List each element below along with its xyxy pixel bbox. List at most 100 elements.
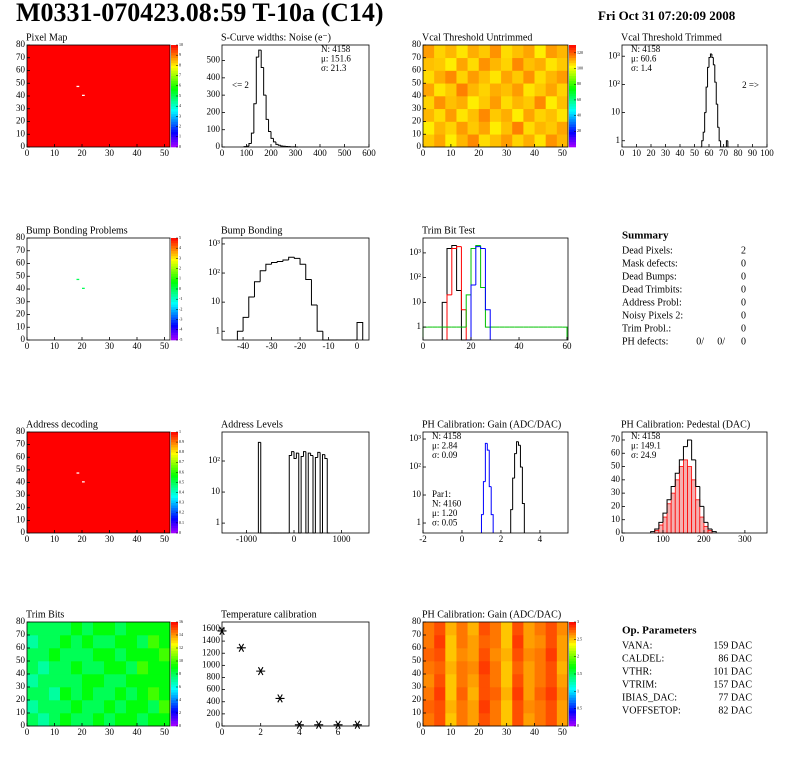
colorbar-segment: [171, 273, 178, 277]
colorbar-segment: [171, 444, 178, 448]
heatmap-cell: [478, 713, 491, 727]
heatmap-cell: [523, 121, 535, 135]
colorbar-segment: [171, 240, 178, 244]
heatmap-cell: [423, 687, 435, 701]
heatmap-cell: [456, 45, 468, 59]
y-tick-label: 1600: [202, 623, 221, 633]
colorbar-segment: [171, 80, 178, 84]
heatmap-cell: [60, 661, 72, 675]
x-tick-label: 40: [133, 148, 143, 158]
histogram-bin: [662, 516, 668, 534]
histogram-bin: [277, 144, 281, 146]
y-tick-label: 10: [412, 296, 422, 306]
chart-title: PH Calibration: Pedestal (DAC): [621, 419, 750, 430]
colorbar-segment: [171, 477, 178, 481]
heatmap-cell: [38, 674, 50, 688]
heatmap-cell: [467, 674, 480, 688]
heatmap-cell: [467, 635, 480, 649]
histogram-bin: [456, 245, 462, 292]
colorbar-segment: [171, 260, 178, 264]
summary-value: 0: [741, 336, 746, 347]
histogram-bin: [460, 246, 467, 311]
colorbar-segment: [171, 439, 178, 443]
heatmap-cell: [104, 713, 116, 727]
heatmap-cell: [27, 622, 39, 636]
colorbar-segment: [171, 45, 178, 48]
heatmap-cell: [49, 622, 61, 636]
heatmap-cell: [478, 45, 491, 59]
heatmap-cell: [489, 108, 502, 122]
y-tick-label: 1: [216, 325, 221, 335]
colorbar-segment: [569, 85, 576, 89]
histogram-bin: [717, 104, 720, 128]
heatmap-cell: [49, 687, 61, 701]
heatmap-cell: [534, 70, 546, 84]
heatmap-cell: [49, 648, 61, 662]
heatmap-cell: [159, 687, 171, 701]
annotation: <= 2: [232, 80, 249, 90]
heatmap-cell: [478, 700, 491, 714]
heatmap-cell: [423, 96, 435, 110]
histogram-bin: [674, 479, 680, 534]
heatmap-cell: [445, 96, 457, 110]
colorbar-segment: [569, 141, 576, 145]
heatmap-cell: [423, 121, 435, 135]
heatmap-cell: [148, 687, 160, 701]
colorbar-tick-label: 0.9: [179, 439, 184, 444]
heatmap-cell: [423, 661, 435, 675]
histogram-bin: [259, 270, 266, 282]
colorbar-tick-label: 3: [179, 113, 181, 118]
colorbar-segment: [171, 629, 178, 633]
colorbar-segment: [569, 650, 576, 654]
parameter-value: 82 DAC: [718, 705, 752, 716]
colorbar-segment: [171, 311, 178, 315]
y-tick-label: 1: [616, 135, 621, 145]
histogram-bin: [250, 132, 254, 144]
colorbar-tick-label: 4: [179, 103, 181, 108]
y-tick-label: 200: [207, 708, 221, 718]
colorbar-segment: [171, 530, 178, 534]
y-tick-label: 20: [16, 116, 26, 126]
heatmap-cell: [489, 648, 502, 662]
y-tick-label: 0: [616, 527, 621, 537]
heatmap-cell: [523, 622, 535, 636]
colorbar-tick-label: 5: [179, 235, 181, 240]
colorbar-segment: [569, 98, 576, 102]
heatmap-cell: [545, 57, 558, 71]
heatmap-cell: [534, 661, 546, 675]
histogram-bin: [662, 512, 668, 523]
colorbar-segment: [171, 139, 178, 143]
stats-line: σ: 24.9: [631, 450, 657, 460]
y-tick-label: 20: [16, 309, 26, 319]
heatmap-cell: [534, 648, 546, 662]
heatmap-cell: [126, 713, 138, 727]
colorbar-segment: [171, 309, 178, 313]
heatmap-cell: [434, 83, 446, 97]
histogram-bin: [451, 244, 457, 249]
colorbar-segment: [171, 250, 178, 254]
heatmap-cell: [82, 635, 94, 649]
heatmap-cell: [49, 700, 61, 714]
heatmap-cell: [434, 713, 446, 727]
histogram-bin: [709, 53, 712, 58]
heatmap-cell: [115, 713, 127, 727]
x-tick-label: 70: [719, 148, 729, 158]
heatmap-cell: [556, 635, 569, 649]
heatmap-cell: [512, 121, 524, 135]
colorbar-segment: [569, 70, 576, 74]
heatmap-cell: [82, 700, 94, 714]
histogram-bin: [270, 131, 274, 139]
heatmap-cell: [556, 45, 569, 59]
x-tick-label: 40: [530, 727, 540, 737]
histogram-bin: [519, 445, 523, 468]
heatmap-cell: [445, 70, 457, 84]
colorbar-segment: [171, 253, 178, 257]
colorbar-segment: [569, 139, 576, 143]
parameter-value: 86 DAC: [718, 653, 752, 664]
heatmap-cell: [545, 134, 558, 148]
y-tick-label: 0: [21, 334, 26, 344]
heatmap-cell: [445, 700, 457, 714]
x-tick-label: 50: [558, 148, 568, 158]
colorbar-segment: [569, 658, 576, 662]
heatmap-cell: [137, 674, 149, 688]
